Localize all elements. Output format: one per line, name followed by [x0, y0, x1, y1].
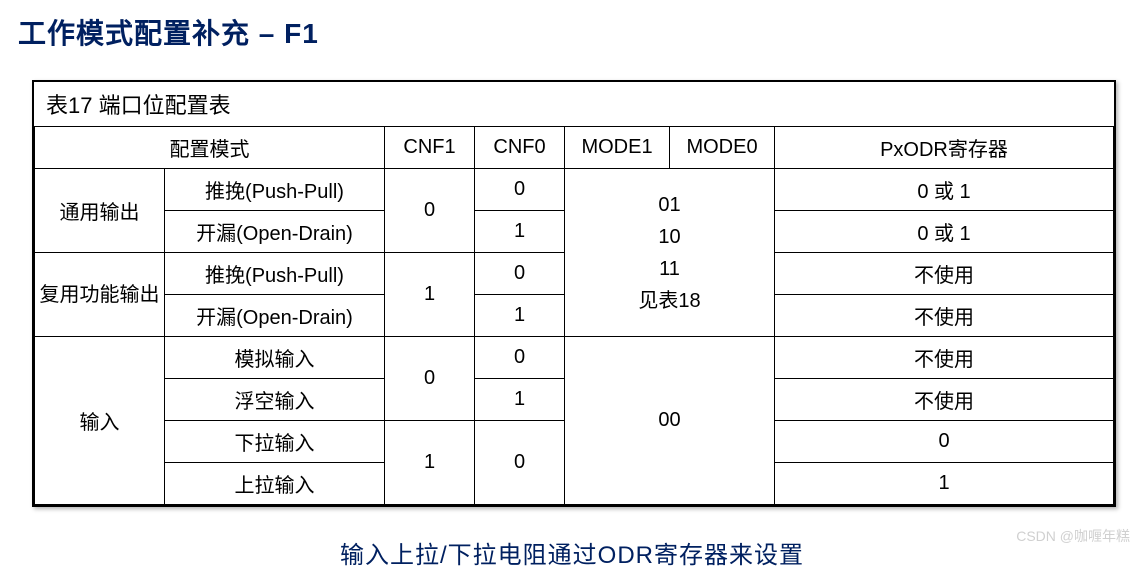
group-input: 输入	[35, 337, 165, 505]
col-pxodr: PxODR寄存器	[775, 127, 1114, 169]
cell-odr: 0	[775, 421, 1114, 463]
col-cnf1: CNF1	[385, 127, 475, 169]
cell-mode: 开漏(Open-Drain)	[165, 211, 385, 253]
cell-mode-input: 00	[565, 337, 775, 505]
mode-line: 见表18	[569, 285, 770, 317]
cell-cnf1: 0	[385, 337, 475, 421]
cell-cnf0: 1	[475, 379, 565, 421]
group-general-output: 通用输出	[35, 169, 165, 253]
cell-odr: 不使用	[775, 337, 1114, 379]
group-alt-output-label: 复用功能输出	[39, 282, 160, 308]
cell-mode: 浮空输入	[165, 379, 385, 421]
table-row: 通用输出 推挽(Push-Pull) 0 0 01 10 11 见表18 0 或…	[35, 169, 1114, 211]
col-cnf0: CNF0	[475, 127, 565, 169]
cell-cnf1: 0	[385, 169, 475, 253]
mode-line: 01	[569, 189, 770, 221]
cell-mode: 推挽(Push-Pull)	[165, 169, 385, 211]
config-table-container: 表17 端口位配置表 配置模式 CNF1 CNF0 MODE1 MODE0 Px…	[32, 80, 1116, 507]
table-header-row: 配置模式 CNF1 CNF0 MODE1 MODE0 PxODR寄存器	[35, 127, 1114, 169]
cell-cnf0: 0	[475, 253, 565, 295]
config-table: 配置模式 CNF1 CNF0 MODE1 MODE0 PxODR寄存器 通用输出…	[34, 126, 1114, 505]
cell-cnf0: 0	[475, 169, 565, 211]
cell-odr: 0 或 1	[775, 211, 1114, 253]
cell-cnf0: 0	[475, 337, 565, 379]
cell-mode: 下拉输入	[165, 421, 385, 463]
cell-mode: 上拉输入	[165, 463, 385, 505]
col-config-mode: 配置模式	[35, 127, 385, 169]
cell-mode: 模拟输入	[165, 337, 385, 379]
mode-line: 10	[569, 221, 770, 253]
cell-odr: 0 或 1	[775, 169, 1114, 211]
cell-odr: 不使用	[775, 379, 1114, 421]
watermark: CSDN @咖喱年糕	[1016, 526, 1130, 546]
page-title: 工作模式配置补充 – F1	[0, 0, 1144, 52]
cell-cnf0: 1	[475, 295, 565, 337]
col-mode0: MODE0	[670, 127, 775, 169]
mode-line: 11	[569, 253, 770, 285]
table-row: 输入 模拟输入 0 0 00 不使用	[35, 337, 1114, 379]
footer-note: 输入上拉/下拉电阻通过ODR寄存器来设置	[0, 535, 1144, 570]
cell-cnf1: 1	[385, 421, 475, 505]
cell-cnf0: 0	[475, 421, 565, 505]
table-title: 表17 端口位配置表	[34, 82, 1114, 126]
cell-odr: 不使用	[775, 295, 1114, 337]
cell-mode-output: 01 10 11 见表18	[565, 169, 775, 337]
cell-mode: 推挽(Push-Pull)	[165, 253, 385, 295]
cell-mode: 开漏(Open-Drain)	[165, 295, 385, 337]
group-alt-output: 复用功能输出	[35, 253, 165, 337]
cell-odr: 不使用	[775, 253, 1114, 295]
cell-odr: 1	[775, 463, 1114, 505]
col-mode1: MODE1	[565, 127, 670, 169]
cell-cnf1: 1	[385, 253, 475, 337]
cell-cnf0: 1	[475, 211, 565, 253]
